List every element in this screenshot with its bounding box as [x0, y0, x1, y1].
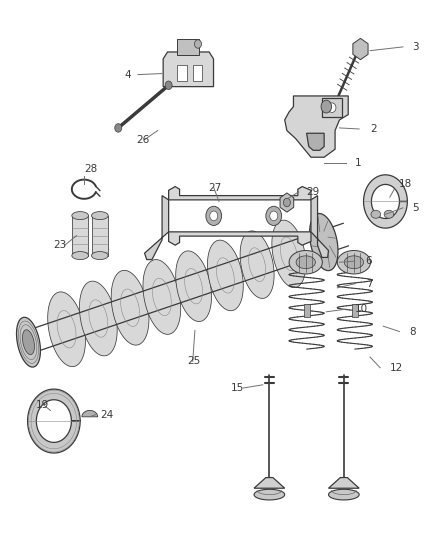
Circle shape — [206, 206, 222, 225]
Ellipse shape — [371, 211, 381, 219]
Text: 18: 18 — [399, 179, 412, 189]
Circle shape — [194, 40, 201, 49]
Polygon shape — [311, 196, 328, 257]
Polygon shape — [169, 232, 311, 245]
Bar — [352, 304, 358, 317]
Ellipse shape — [72, 252, 88, 260]
Polygon shape — [307, 133, 324, 150]
Polygon shape — [353, 38, 368, 60]
Text: 2: 2 — [370, 124, 377, 134]
Ellipse shape — [92, 252, 108, 260]
Text: 24: 24 — [101, 410, 114, 419]
Polygon shape — [169, 187, 311, 200]
Circle shape — [165, 81, 172, 90]
Text: 5: 5 — [412, 203, 418, 213]
Circle shape — [266, 206, 282, 225]
Text: 12: 12 — [390, 363, 403, 373]
Polygon shape — [17, 317, 40, 367]
Polygon shape — [145, 196, 169, 260]
Text: 10: 10 — [355, 304, 368, 314]
Polygon shape — [28, 389, 80, 453]
Polygon shape — [272, 220, 306, 288]
Bar — [193, 65, 202, 81]
Text: 23: 23 — [53, 240, 67, 250]
Polygon shape — [176, 251, 212, 321]
Text: 25: 25 — [187, 357, 201, 366]
Text: 19: 19 — [36, 400, 49, 410]
Polygon shape — [22, 330, 35, 354]
Bar — [72, 215, 88, 255]
Polygon shape — [285, 96, 348, 157]
Polygon shape — [82, 410, 98, 417]
Text: 15: 15 — [231, 383, 244, 393]
Circle shape — [115, 124, 122, 132]
Circle shape — [270, 211, 278, 221]
Text: 26: 26 — [136, 135, 149, 144]
Polygon shape — [163, 52, 214, 86]
Polygon shape — [48, 292, 85, 367]
Circle shape — [321, 100, 332, 113]
Polygon shape — [344, 256, 364, 269]
Text: 4: 4 — [125, 70, 131, 79]
Bar — [304, 304, 310, 317]
Polygon shape — [289, 251, 322, 274]
Polygon shape — [322, 98, 342, 117]
Text: 7: 7 — [366, 279, 372, 288]
Ellipse shape — [384, 211, 394, 219]
Ellipse shape — [72, 212, 88, 220]
Bar — [177, 65, 187, 81]
Polygon shape — [79, 281, 117, 356]
Polygon shape — [254, 489, 285, 500]
Polygon shape — [208, 240, 243, 311]
Polygon shape — [328, 478, 359, 488]
Polygon shape — [254, 478, 285, 488]
Polygon shape — [364, 175, 407, 228]
Bar — [177, 39, 199, 55]
Polygon shape — [240, 231, 274, 298]
Text: 6: 6 — [366, 256, 372, 266]
Polygon shape — [310, 214, 338, 271]
Polygon shape — [296, 256, 315, 269]
Circle shape — [283, 198, 290, 207]
Circle shape — [210, 211, 218, 221]
Text: 29: 29 — [307, 187, 320, 197]
Bar — [92, 215, 108, 255]
Polygon shape — [111, 270, 149, 345]
Text: 3: 3 — [412, 42, 418, 52]
Text: 1: 1 — [355, 158, 361, 167]
Polygon shape — [143, 260, 181, 334]
Ellipse shape — [92, 212, 108, 220]
Polygon shape — [328, 489, 359, 500]
Text: 28: 28 — [84, 165, 97, 174]
Text: 8: 8 — [410, 327, 416, 336]
Polygon shape — [280, 193, 294, 212]
Circle shape — [328, 103, 336, 112]
Text: 27: 27 — [208, 183, 221, 192]
Polygon shape — [337, 251, 371, 274]
